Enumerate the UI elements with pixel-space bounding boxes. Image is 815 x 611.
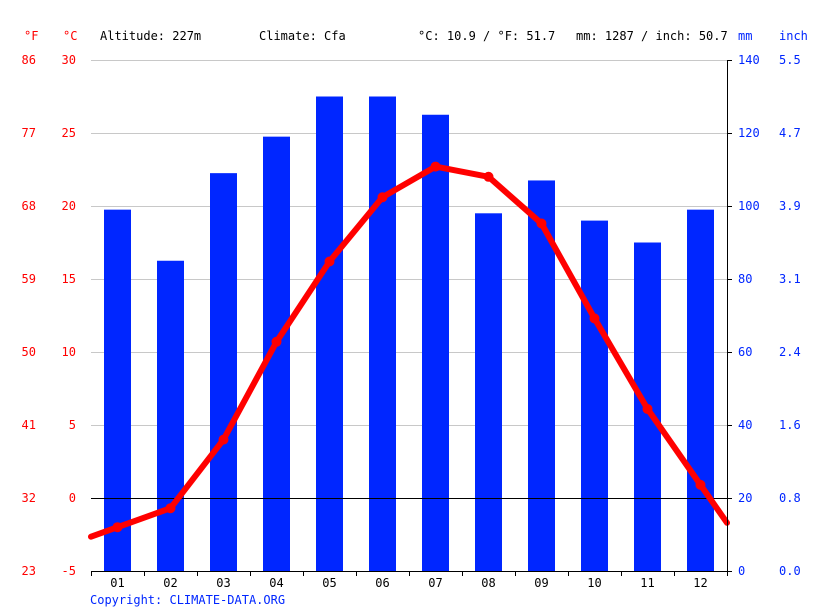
temperature-point [324, 256, 335, 267]
mm-tick-label: 0 [738, 564, 745, 578]
precipitation-bars [104, 96, 714, 572]
temperature-line [88, 163, 730, 540]
fahrenheit-tick-label: 32 [22, 491, 36, 505]
mm-tick-label: 120 [738, 126, 760, 140]
precipitation-bar [157, 260, 184, 571]
temperature-point [695, 479, 706, 490]
altitude-label: Altitude: 227m [100, 29, 201, 43]
precipitation-bar [104, 209, 131, 571]
month-tick-label: 04 [269, 576, 283, 590]
temperature-point [377, 192, 388, 203]
month-tick-label: 03 [216, 576, 230, 590]
month-tick-label: 06 [375, 576, 389, 590]
month-tick-label: 01 [110, 576, 124, 590]
fahrenheit-tick-label: 68 [22, 199, 36, 213]
celsius-tick-label: 0 [69, 491, 76, 505]
celsius-tick-label: 30 [62, 53, 76, 67]
fahrenheit-tick-label: 50 [22, 345, 36, 359]
mm-tick-label: 80 [738, 272, 752, 286]
celsius-tick-label: 25 [62, 126, 76, 140]
celsius-tick-label: 15 [62, 272, 76, 286]
celsius-tick-label: 5 [69, 418, 76, 432]
temperature-point [165, 503, 176, 514]
precipitation-bar [210, 173, 237, 571]
precipitation-bar [581, 220, 608, 571]
inch-tick-label: 3.9 [779, 199, 801, 213]
month-tick-label: 09 [534, 576, 548, 590]
month-tick-label: 11 [640, 576, 654, 590]
inch-tick-label: 0.0 [779, 564, 801, 578]
month-tick-label: 12 [693, 576, 707, 590]
temperature-point [271, 336, 282, 347]
temperature-point [536, 218, 547, 229]
month-tick-label: 02 [163, 576, 177, 590]
mm-unit-label: mm [738, 29, 752, 43]
inch-tick-label: 3.1 [779, 272, 801, 286]
celsius-tick-label: 10 [62, 345, 76, 359]
fahrenheit-tick-label: 77 [22, 126, 36, 140]
celsius-tick-label: -5 [62, 564, 76, 578]
inch-tick-label: 1.6 [779, 418, 801, 432]
month-tick-label: 08 [481, 576, 495, 590]
temperature-point [589, 313, 600, 324]
copyright-link[interactable]: Copyright: CLIMATE-DATA.ORG [90, 593, 285, 607]
fahrenheit-tick-label: 41 [22, 418, 36, 432]
month-tick-label: 10 [587, 576, 601, 590]
precipitation-bar [687, 209, 714, 571]
fahrenheit-unit-label: °F [24, 29, 38, 43]
inch-tick-label: 2.4 [779, 345, 801, 359]
mm-tick-label: 40 [738, 418, 752, 432]
celsius-tick-label: 20 [62, 199, 76, 213]
precipitation-summary: mm: 1287 / inch: 50.7 [576, 29, 728, 43]
mm-tick-label: 140 [738, 53, 760, 67]
grid-lines [91, 60, 727, 499]
temperature-point [430, 161, 441, 172]
precipitation-bar [422, 114, 449, 571]
precipitation-bar [316, 96, 343, 571]
mm-tick-label: 60 [738, 345, 752, 359]
mm-tick-label: 20 [738, 491, 752, 505]
precipitation-bar [475, 213, 502, 572]
temperature-point [483, 171, 494, 182]
fahrenheit-tick-label: 59 [22, 272, 36, 286]
month-tick-label: 05 [322, 576, 336, 590]
temperature-point [218, 434, 229, 445]
celsius-unit-label: °C [63, 29, 77, 43]
axes [91, 60, 732, 576]
inch-unit-label: inch [779, 29, 808, 43]
inch-tick-label: 4.7 [779, 126, 801, 140]
mm-tick-label: 100 [738, 199, 760, 213]
month-tick-label: 07 [428, 576, 442, 590]
temperature-point [112, 522, 123, 533]
fahrenheit-tick-label: 86 [22, 53, 36, 67]
precipitation-bar [369, 96, 396, 571]
temperature-point [642, 403, 653, 414]
tick-labels: -5 23 0 32 5 41 10 50 15 59 20 68 25 77 30 86 0 0.0 20 0.8 4… [22, 53, 801, 590]
fahrenheit-tick-label: 23 [22, 564, 36, 578]
temperature-line-group [88, 161, 730, 540]
inch-tick-label: 5.5 [779, 53, 801, 67]
climate-label: Climate: Cfa [259, 29, 346, 43]
inch-tick-label: 0.8 [779, 491, 801, 505]
temperature-summary: °C: 10.9 / °F: 51.7 [418, 29, 555, 43]
